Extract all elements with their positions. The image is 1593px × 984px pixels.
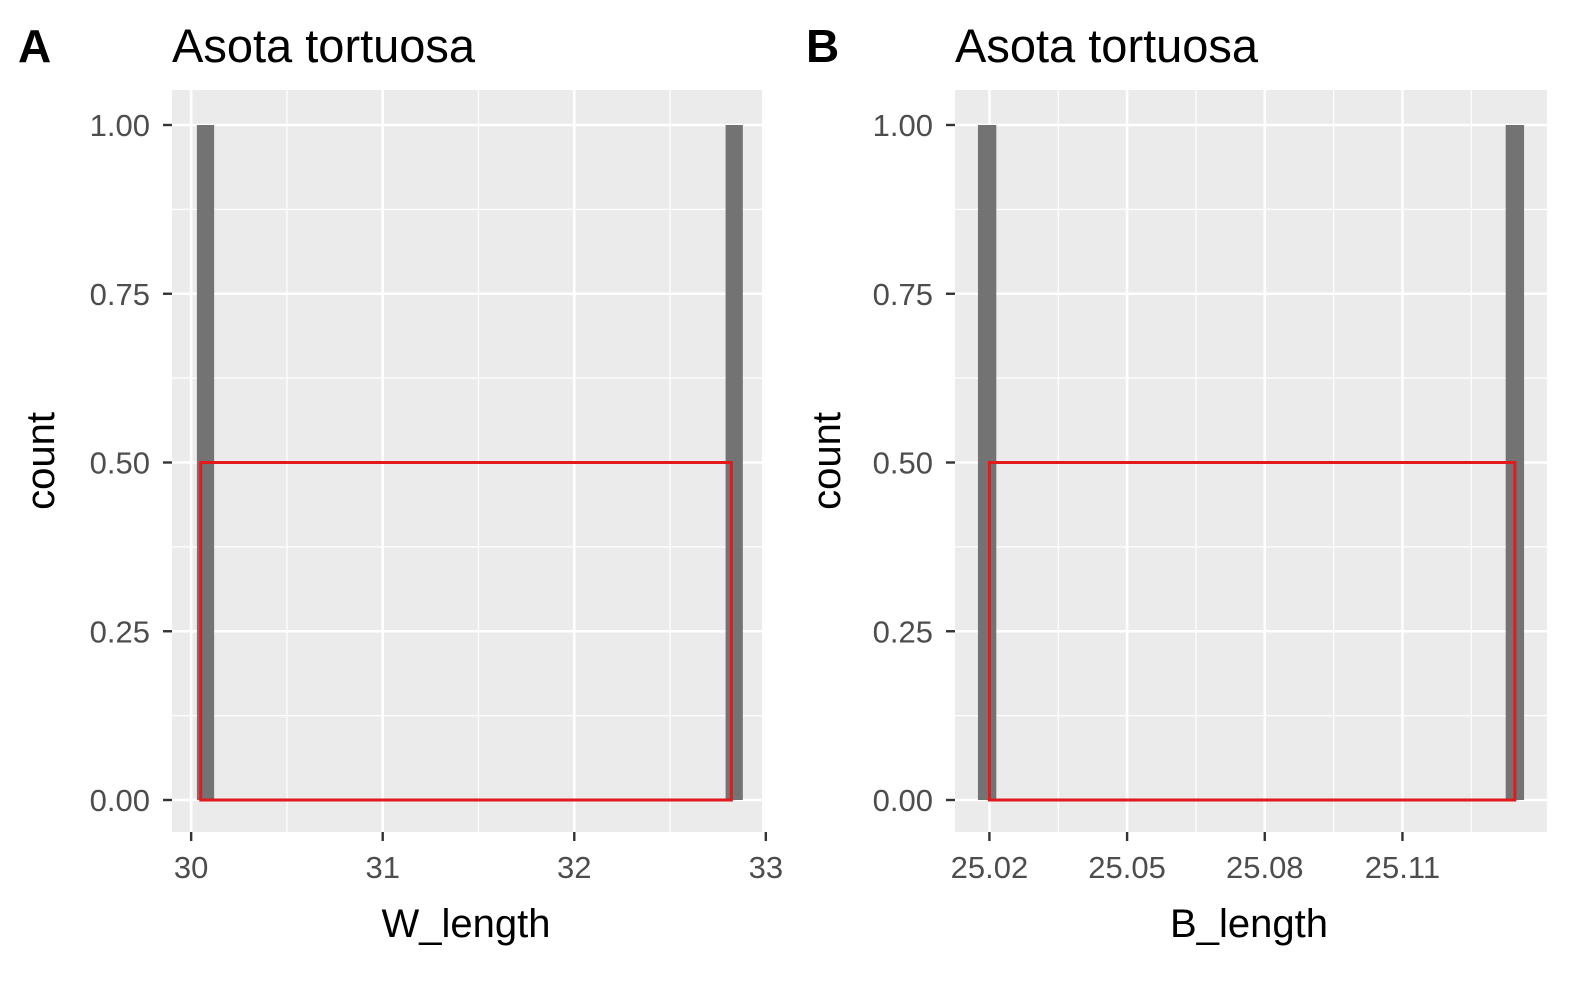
- y-tick-label: 0.50: [90, 446, 150, 481]
- x-axis-title: W_length: [382, 902, 551, 946]
- plot-title: Asota tortuosa: [955, 19, 1259, 72]
- y-tick-label: 0.50: [873, 446, 933, 481]
- y-tick-label: 0.75: [873, 277, 933, 312]
- y-tick-label: 0.00: [873, 783, 933, 818]
- y-tick-label: 0.25: [90, 614, 150, 649]
- plot-title: Asota tortuosa: [172, 19, 476, 72]
- y-tick-label: 1.00: [873, 108, 933, 143]
- x-tick-label: 25.08: [1226, 850, 1304, 885]
- panel-b: 0.00 0.25 0.50 0.75 1.00 25.02 25.05 25.08 25.11…: [805, 19, 1547, 946]
- panel-tag: B: [806, 20, 839, 72]
- x-axis-title: B_length: [1170, 902, 1328, 946]
- highlight-rectangle: [987, 461, 1517, 802]
- y-tick-label: 0.25: [873, 614, 933, 649]
- highlight-rectangle: [199, 461, 733, 802]
- histogram-bar-1: [977, 125, 997, 800]
- y-axis-title: count: [19, 412, 63, 510]
- panel-a: 0.00 0.25 0.50 0.75 1.00 30 31 32 33 W_length coun…: [18, 19, 783, 946]
- x-tick-label: 25.11: [1365, 850, 1440, 885]
- y-tick-label: 1.00: [90, 108, 150, 143]
- x-tick-label: 25.05: [1088, 850, 1166, 885]
- y-axis-title: count: [805, 412, 849, 510]
- x-tick-label: 31: [365, 850, 399, 885]
- x-tick-label: 25.02: [951, 850, 1029, 885]
- x-tick-label: 32: [557, 850, 591, 885]
- x-tick-label: 33: [749, 850, 783, 885]
- y-tick-label: 0.75: [90, 277, 150, 312]
- y-tick-label: 0.00: [90, 783, 150, 818]
- panel-tag: A: [18, 20, 51, 72]
- x-tick-label: 30: [174, 850, 208, 885]
